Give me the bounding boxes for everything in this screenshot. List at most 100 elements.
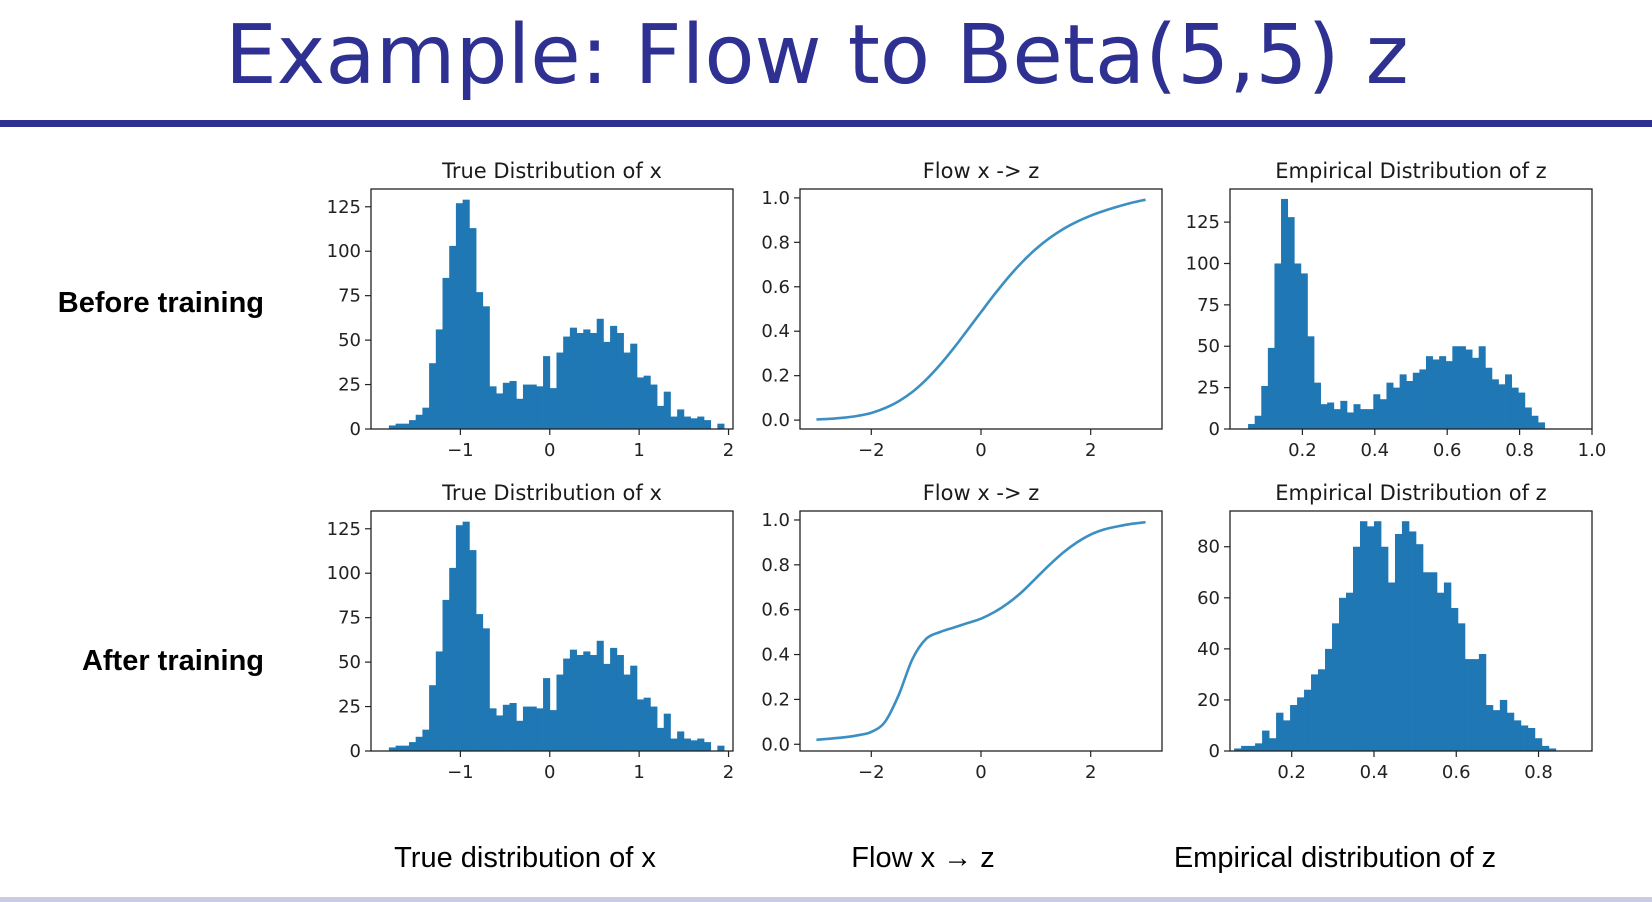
- histogram-bar: [429, 363, 436, 429]
- histogram-bar: [617, 333, 624, 429]
- histogram-bar: [1413, 373, 1420, 429]
- chart-before-z: Empirical Distribution of z0.2 0.4 0.6 0.8 1…: [1186, 159, 1607, 461]
- histogram-bar: [1360, 521, 1367, 751]
- histogram-bar: [1400, 374, 1407, 429]
- y-tick-label: 0.0: [761, 410, 790, 431]
- y-tick-label: 1.0: [761, 188, 790, 209]
- histogram-bar: [1354, 404, 1361, 429]
- histogram-bar: [449, 246, 456, 429]
- histogram-bar: [1262, 731, 1269, 751]
- histogram-bar: [1346, 593, 1353, 751]
- histogram-bar: [463, 522, 470, 751]
- histogram-bar: [1311, 674, 1318, 751]
- histogram-bar: [1444, 582, 1451, 751]
- histogram-bar: [1452, 346, 1459, 429]
- y-tick-label: 50: [1197, 336, 1220, 357]
- histogram-bar: [1459, 346, 1466, 429]
- histogram-bar: [624, 675, 631, 751]
- histogram-bar: [463, 200, 470, 429]
- histogram-bar: [1535, 738, 1542, 751]
- histogram-bar: [1332, 623, 1339, 751]
- histogram-bar: [516, 721, 523, 751]
- histogram-bar: [416, 737, 423, 751]
- x-tick-label: 0.2: [1288, 440, 1317, 461]
- histogram-bar: [523, 707, 530, 751]
- histogram-bar: [556, 675, 563, 751]
- histogram-bar: [704, 420, 711, 429]
- x-tick-label: 0.8: [1524, 762, 1553, 783]
- y-tick-label: 100: [327, 241, 361, 262]
- histogram-bar: [469, 550, 476, 751]
- histogram-bar: [650, 385, 657, 429]
- histogram-bar: [691, 418, 698, 429]
- x-tick-label: 0: [975, 762, 986, 783]
- histogram-bar: [489, 386, 496, 429]
- histogram-bar: [1381, 547, 1388, 751]
- histogram-bar: [1525, 407, 1532, 429]
- axes-frame: [800, 189, 1162, 429]
- histogram-bar: [1301, 273, 1308, 429]
- histogram-bar: [1531, 416, 1538, 429]
- x-tick-label: 2: [1085, 762, 1096, 783]
- histogram-bar: [1514, 720, 1521, 751]
- histogram-bar: [1416, 544, 1423, 751]
- x-tick-label: 0.6: [1442, 762, 1471, 783]
- histogram-bar: [429, 685, 436, 751]
- y-tick-label: 0.8: [761, 232, 790, 253]
- chart-after-x: True Distribution of x−1 0 1 20255075100125: [327, 481, 735, 783]
- histogram-bar: [1500, 700, 1507, 751]
- histogram-bar: [402, 424, 409, 429]
- histogram-bar: [1353, 547, 1360, 751]
- y-tick-label: 100: [327, 563, 361, 584]
- histogram-bar: [644, 376, 651, 429]
- y-tick-label: 0.2: [761, 689, 790, 710]
- histogram-bar: [1493, 710, 1500, 751]
- histogram-bar: [1373, 394, 1380, 429]
- histogram-bar: [516, 399, 523, 429]
- histogram-bar: [496, 715, 503, 751]
- histogram-bar: [416, 415, 423, 429]
- histogram-bar: [1479, 654, 1486, 751]
- histogram-bar: [1347, 412, 1354, 429]
- y-tick-label: 0.0: [761, 734, 790, 755]
- caption-true-distribution: True distribution of x: [380, 842, 670, 875]
- histogram-bar: [664, 714, 671, 751]
- histogram-bar: [543, 678, 550, 751]
- y-tick-label: 40: [1197, 639, 1220, 660]
- histogram-bar: [409, 420, 416, 429]
- histogram-bar: [523, 385, 530, 429]
- y-tick-label: 0.2: [761, 366, 790, 387]
- histogram-bar: [1304, 690, 1311, 751]
- y-tick-label: 80: [1197, 537, 1220, 558]
- histogram-bar: [637, 377, 644, 429]
- flow-line: [816, 200, 1145, 420]
- x-tick-label: 0.2: [1277, 762, 1306, 783]
- histogram-bar: [717, 746, 724, 751]
- histogram-bar: [496, 393, 503, 429]
- histogram-bar: [583, 329, 590, 429]
- histogram-bar: [590, 333, 597, 429]
- histogram-bar: [1261, 386, 1268, 429]
- histogram-bar: [1334, 409, 1341, 429]
- histogram-bar: [396, 746, 403, 751]
- histogram-bar: [1318, 669, 1325, 751]
- histogram-bar: [1339, 598, 1346, 751]
- chart-title: Flow x -> z: [923, 159, 1040, 183]
- histogram-bar: [583, 651, 590, 751]
- x-tick-label: −2: [858, 762, 885, 783]
- histogram-bar: [577, 655, 584, 751]
- chart-title: True Distribution of x: [441, 159, 662, 183]
- histogram-bar: [697, 417, 704, 429]
- histogram-bar: [1465, 659, 1472, 751]
- y-tick-label: 0: [1209, 741, 1220, 762]
- histogram-bar: [717, 424, 724, 429]
- histogram-bar: [617, 655, 624, 751]
- y-tick-label: 125: [327, 197, 361, 218]
- y-tick-label: 0: [1209, 419, 1220, 440]
- histogram-bar: [1466, 350, 1473, 429]
- x-tick-label: 1: [633, 440, 644, 461]
- histogram-bar: [1479, 346, 1486, 429]
- x-tick-label: 0: [544, 440, 555, 461]
- histogram-bar: [1419, 369, 1426, 429]
- histogram-bar: [1521, 725, 1528, 751]
